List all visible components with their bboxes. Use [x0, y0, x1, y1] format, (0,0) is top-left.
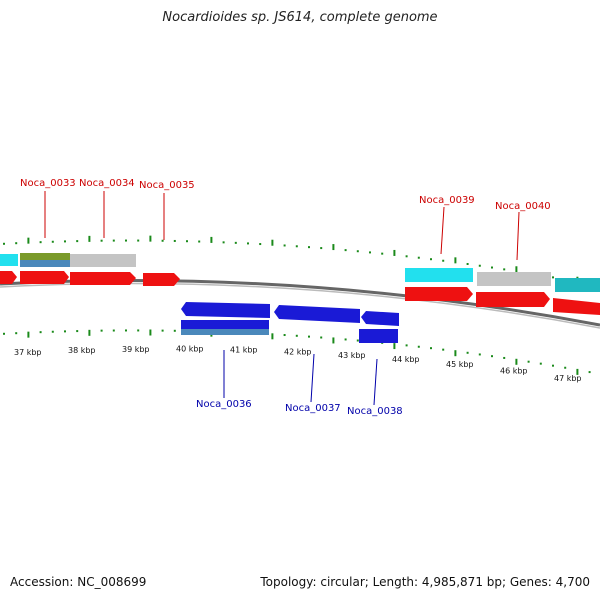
callout-0038	[373, 358, 378, 406]
accession-text: Accession: NC_008699	[10, 575, 147, 589]
gene-label-noca-0037[interactable]: Noca_0037	[285, 403, 341, 414]
feature-steel	[20, 260, 70, 267]
kbp-label: 42 kbp	[284, 348, 312, 357]
gene-arrow-0039	[405, 287, 473, 301]
gene-arrow-0032	[0, 271, 17, 284]
kbp-scale: 37 kbp 38 kbp 39 kbp 40 kbp 41 kbp 42 kbp 43 k…	[14, 345, 582, 383]
feature-gray-0034	[70, 254, 136, 267]
gene-label-noca-0035[interactable]: Noca_0035	[139, 180, 195, 191]
kbp-label: 45 kbp	[446, 360, 474, 369]
kbp-label: 38 kbp	[68, 346, 96, 355]
callout-0037	[310, 353, 315, 403]
feature-steel-0036	[181, 329, 269, 335]
gene-arrow-0037	[274, 305, 360, 323]
gene-label-noca-0033[interactable]: Noca_0033	[20, 178, 76, 189]
feature-teal-0041	[555, 278, 600, 292]
kbp-label: 44 kbp	[392, 355, 420, 364]
callout-0039	[440, 206, 445, 255]
gene-label-noca-0036[interactable]: Noca_0036	[196, 399, 252, 410]
kbp-label: 43 kbp	[338, 351, 366, 360]
feature-cyan-left	[0, 254, 18, 266]
gene-arrow-0033	[20, 271, 69, 284]
gene-arrow-0041	[553, 298, 600, 315]
feature-cyan-0039	[405, 268, 473, 282]
gene-label-noca-0039[interactable]: Noca_0039	[419, 195, 475, 206]
kbp-label: 41 kbp	[230, 346, 258, 355]
feature-olive	[20, 253, 70, 260]
kbp-label: 39 kbp	[122, 345, 150, 354]
gene-label-noca-0038[interactable]: Noca_0038	[347, 406, 403, 417]
gene-arrow-0040	[476, 292, 550, 307]
gene-label-noca-0034[interactable]: Noca_0034	[79, 178, 135, 189]
gene-bar-0036	[181, 320, 269, 329]
gene-label-noca-0040[interactable]: Noca_0040	[495, 201, 551, 212]
gene-arrow-0036	[181, 302, 270, 318]
gene-arrow-0035	[143, 273, 180, 286]
kbp-label: 47 kbp	[554, 374, 582, 383]
feature-gray-0040	[477, 272, 551, 286]
gene-arrow-0034	[70, 272, 136, 285]
kbp-label: 46 kbp	[500, 367, 528, 376]
genome-summary-text: Topology: circular; Length: 4,985,871 bp…	[260, 575, 590, 589]
genome-title: Nocardioides sp. JS614, complete genome	[162, 10, 438, 25]
gene-bar-0038	[359, 329, 398, 343]
kbp-label: 37 kbp	[14, 348, 42, 357]
kbp-label: 40 kbp	[176, 345, 204, 354]
gene-arrow-0038	[361, 311, 399, 326]
callout-0040	[516, 211, 520, 261]
